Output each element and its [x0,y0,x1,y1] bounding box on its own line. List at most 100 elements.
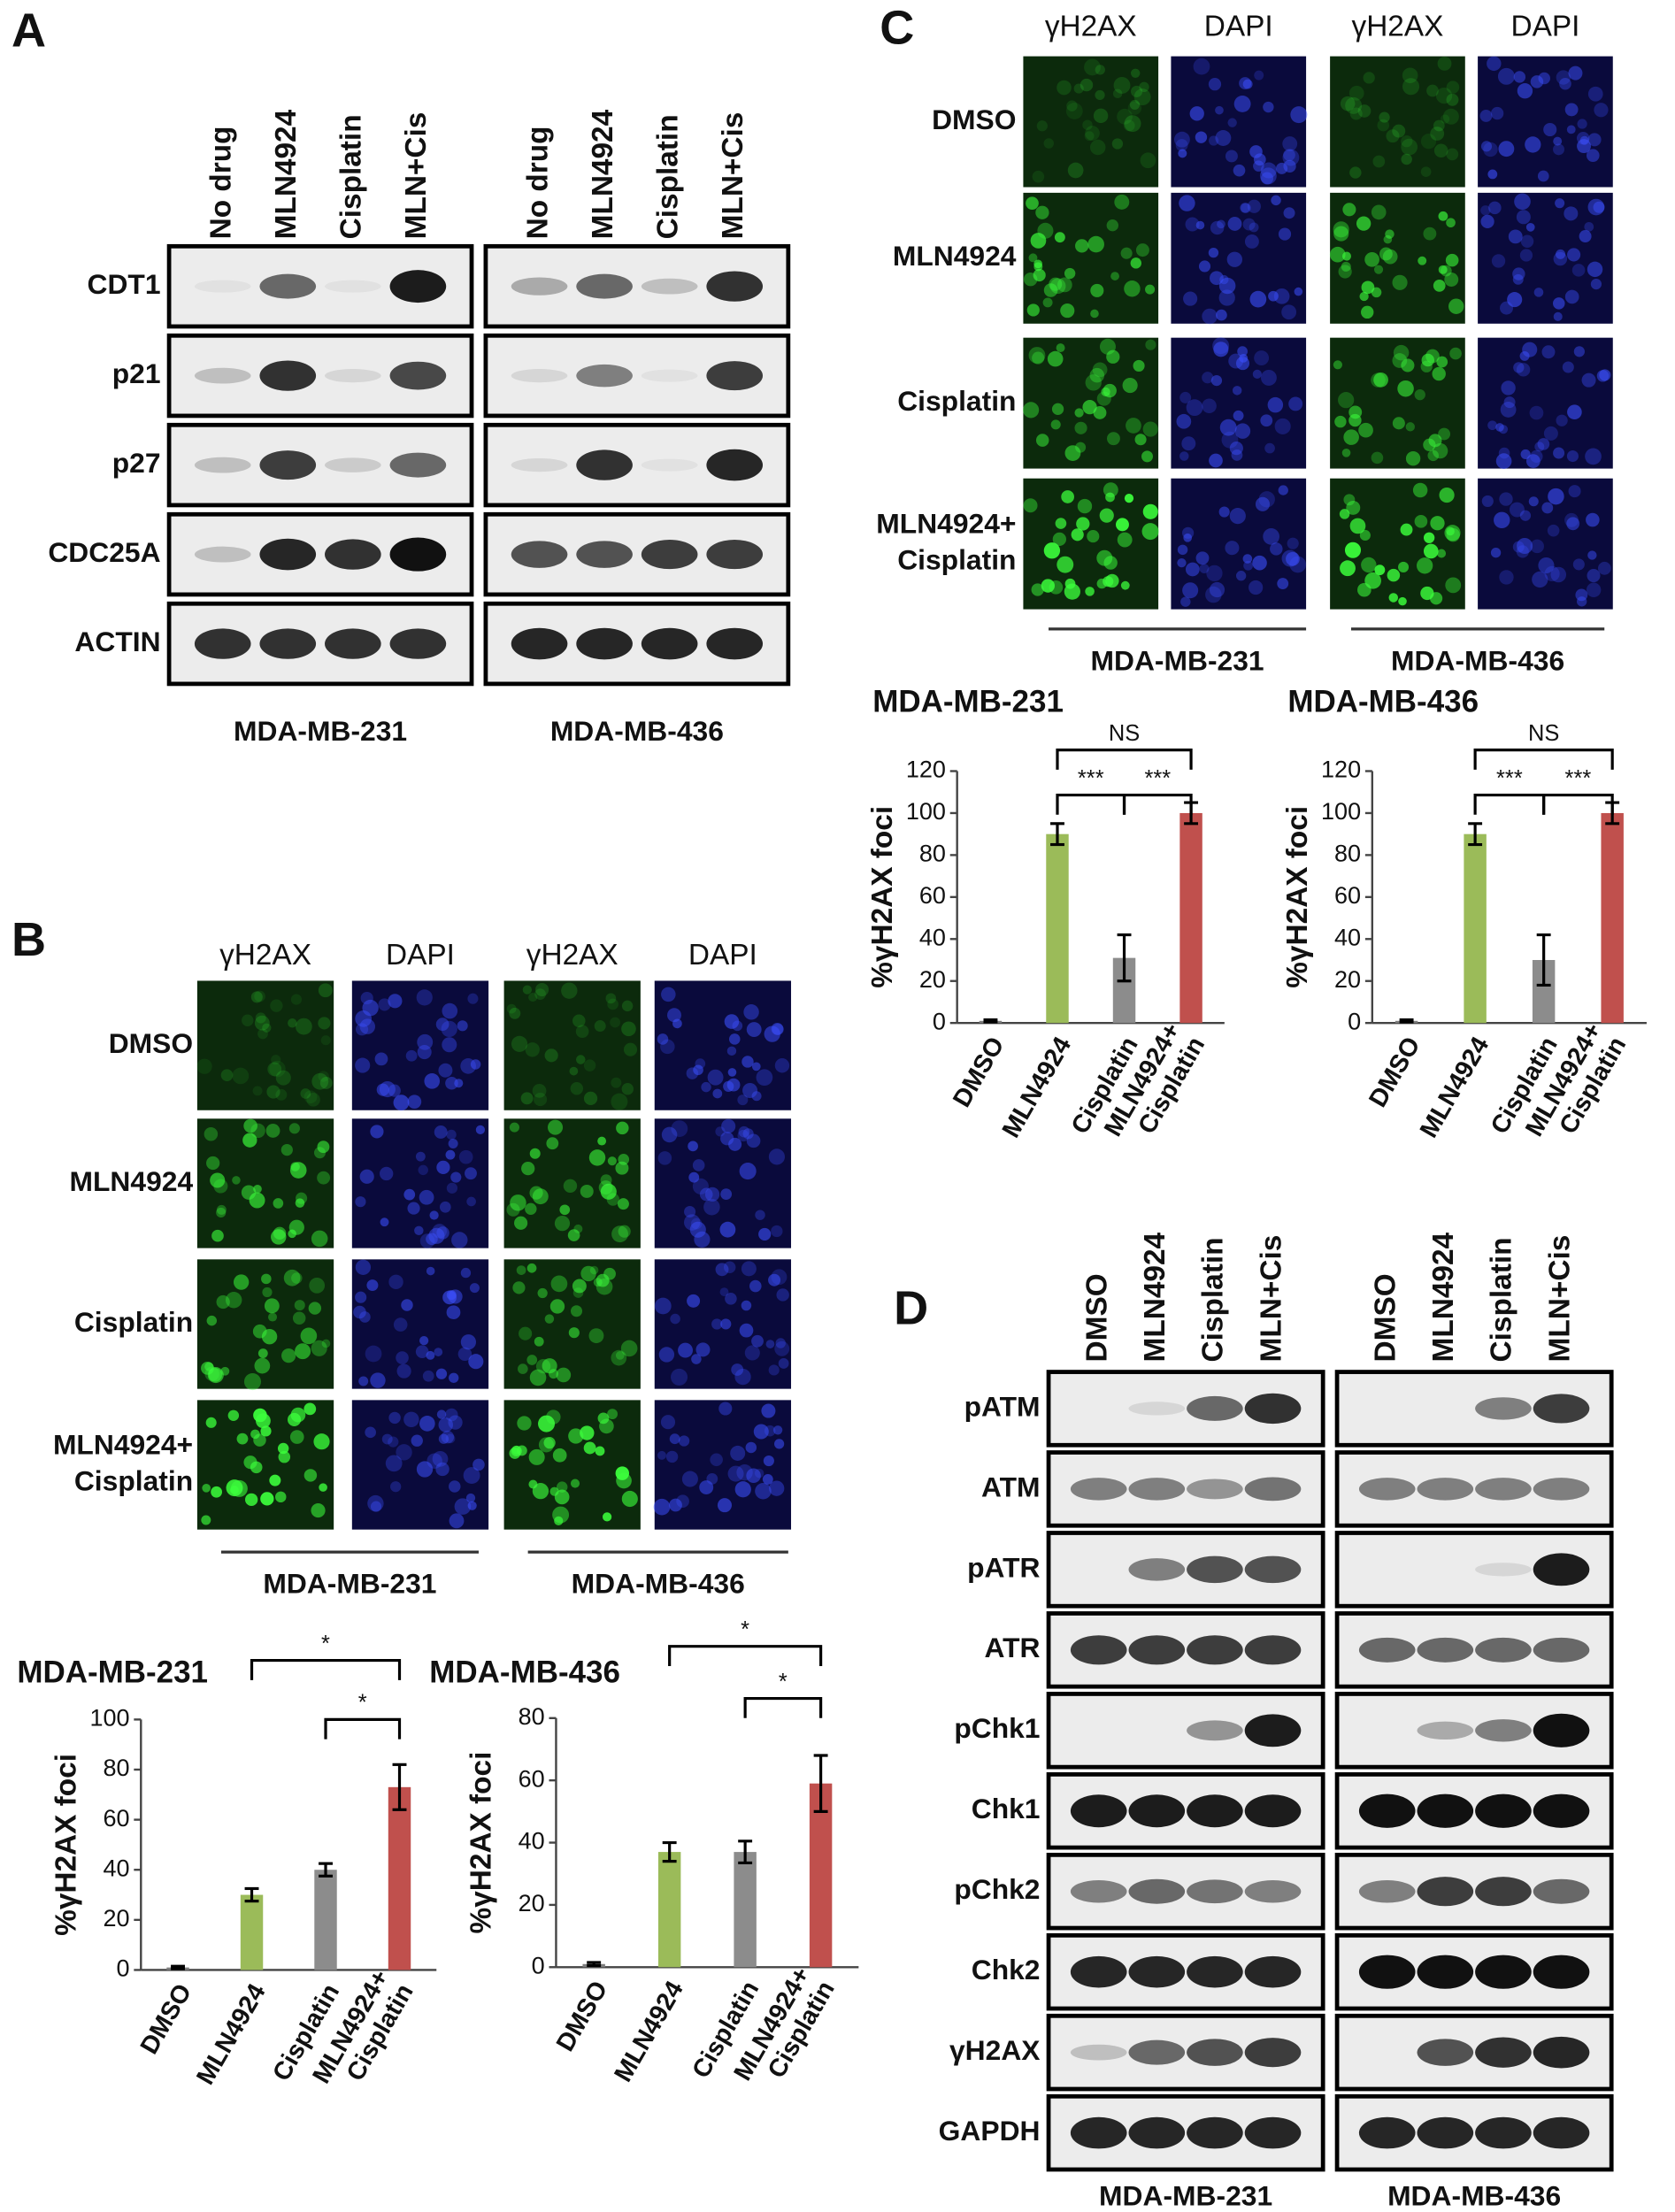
band [389,361,447,390]
cell-line-label: MDA-MB-436 [1387,2180,1561,2212]
nucleus [1388,593,1399,603]
y-axis-label: %γH2AX foci [866,806,899,988]
nucleus [695,1342,711,1357]
nucleus [290,994,303,1005]
lane-label: Cisplatin [1486,1238,1518,1363]
band [1358,1880,1416,1903]
nucleus [1547,524,1560,537]
nucleus [726,1046,737,1056]
y-axis-label: %γH2AX foci [465,1752,498,1934]
nucleus [269,1474,281,1486]
micrograph [1478,337,1613,469]
band [194,546,251,563]
band [1244,1880,1302,1903]
nucleus [445,1076,458,1090]
nucleus [1120,580,1130,590]
band [194,457,251,473]
band [1475,1955,1532,1989]
nucleus [403,1188,416,1201]
nucleus [1130,257,1142,269]
nucleus [556,1367,572,1383]
nucleus [1481,495,1494,507]
nucleus [1446,218,1456,228]
nucleus [353,1305,366,1319]
y-tick-label: 0 [1348,1008,1361,1034]
nucleus [692,1159,705,1171]
nucleus [559,1204,571,1216]
band [641,540,698,570]
nucleus [1340,560,1356,577]
nucleus [388,1411,401,1425]
nucleus [426,1350,435,1360]
nucleus [739,1323,754,1338]
nucleus [1361,305,1374,319]
nucleus [1209,453,1223,468]
nucleus [355,1196,366,1208]
nucleus [1568,65,1583,81]
nucleus [1056,80,1072,96]
nucleus [473,1458,485,1471]
micrograph [1330,56,1465,188]
nucleus [385,1455,403,1472]
y-tick-label: 60 [104,1805,130,1832]
nucleus [470,1059,481,1070]
nucleus [396,1351,409,1364]
x-tick-label: MLN4924 [997,1032,1078,1142]
nucleus [532,1483,549,1500]
nucleus [275,1088,288,1101]
nucleus [741,1056,754,1068]
nucleus [1342,203,1356,217]
nucleus [1437,56,1452,71]
nucleus [1114,194,1130,210]
nucleus [1241,203,1251,213]
chart-title: MDA-MB-436 [429,1655,620,1690]
band [1187,1555,1243,1584]
nucleus [401,1299,413,1311]
nucleus [1498,141,1515,157]
nucleus [262,1286,273,1298]
nucleus [617,1198,629,1210]
nucleus [1573,346,1585,357]
nucleus [514,1216,528,1230]
nucleus [1093,406,1107,419]
nucleus [600,1174,612,1187]
stain-label: DAPI [386,939,455,972]
nucleus [205,1417,217,1428]
nucleus [568,1327,580,1339]
nucleus [362,999,379,1017]
nucleus [1117,108,1133,125]
nucleus [1512,267,1525,280]
nucleus [257,1028,268,1040]
nucleus [1216,309,1227,321]
nucleus [1507,292,1523,308]
nucleus [743,1004,759,1020]
nucleus [359,1018,376,1034]
lane-label: MLN4924 [1139,1232,1172,1362]
nucleus [1594,103,1609,118]
nucleus [583,1441,596,1455]
nucleus [1333,221,1349,238]
nucleus [424,1073,441,1089]
nucleus [1343,429,1359,445]
nucleus [1449,347,1462,360]
nucleus [1145,284,1156,295]
nucleus [1047,350,1064,367]
nucleus [769,1480,785,1496]
nucleus [1112,88,1123,99]
nucleus [552,1506,570,1524]
nucleus [292,1311,306,1325]
nucleus [1228,353,1244,369]
nucleus [1371,204,1387,220]
nucleus [1438,265,1448,274]
band [1070,2116,1127,2149]
nucleus [522,985,533,995]
nucleus [1028,347,1046,364]
nucleus [1110,272,1119,280]
nucleus [388,994,403,1009]
nucleus [370,1501,382,1512]
nucleus [1217,219,1226,229]
nucleus [1050,419,1061,430]
band [1128,1794,1186,1828]
nucleus [1082,399,1097,415]
nucleus [1444,273,1459,287]
